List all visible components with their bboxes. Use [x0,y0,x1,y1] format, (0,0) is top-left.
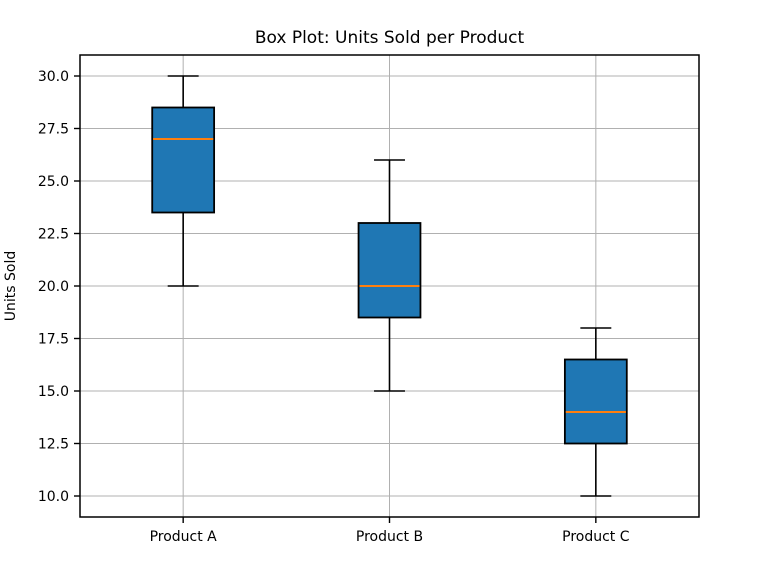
iqr-box [357,222,422,319]
y-tick-label: 12.5 [38,437,69,453]
axis-layer: 10.0 12.5 15.0 17.5 20.0 22.5 25.0 27.5 30.0 Prod… [38,54,700,545]
chart-title: Box Plot: Units Sold per Product [255,28,525,48]
x-category-label: Product A [150,529,218,545]
x-category-label: Product B [356,529,423,545]
y-tick-label: 30.0 [38,69,69,85]
y-tick-label: 17.5 [38,332,69,348]
y-axis-title: Units Sold [3,251,19,321]
y-tick-label: 10.0 [38,489,69,505]
y-tick-label: 25.0 [38,174,69,190]
x-category-label: Product C [562,529,630,545]
y-tick-label: 27.5 [38,122,69,138]
y-tick-label: 15.0 [38,384,69,400]
iqr-box [563,358,628,445]
box-layer [151,75,628,497]
y-tick-label: 22.5 [38,227,69,243]
iqr-box [151,106,216,214]
y-tick-label: 20.0 [38,279,69,295]
